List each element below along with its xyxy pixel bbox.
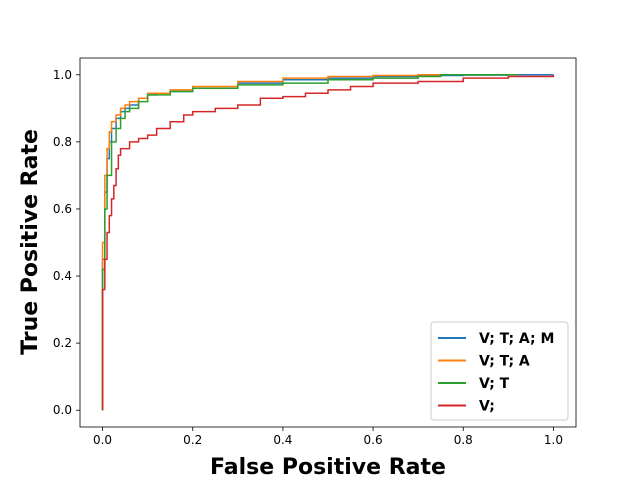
legend-box [430, 321, 569, 421]
y-tick-label: 0.2 [53, 336, 72, 350]
legend-label-3: V; T [479, 376, 510, 392]
series-lines [101, 74, 555, 411]
plot-frame [79, 57, 577, 428]
y-axis-label: True Positive Rate [18, 129, 43, 355]
y-tick-label: 0.0 [53, 403, 72, 417]
x-tick-label: 1.0 [544, 433, 563, 447]
legend: V; T; A; M V; T; A V; T V; [430, 321, 569, 421]
x-axis-ticks: 0.0 0.2 0.4 0.6 0.8 1.0 [93, 427, 563, 447]
x-tick-label: 0.6 [364, 433, 383, 447]
y-axis-ticks: 0.0 0.2 0.4 0.6 0.8 1.0 [53, 68, 80, 417]
x-tick-label: 0.0 [93, 433, 112, 447]
legend-label-1: V; T; A; M [479, 331, 554, 347]
legend-label-2: V; T; A [479, 354, 530, 370]
y-tick-label: 1.0 [53, 68, 72, 82]
y-tick-label: 0.4 [53, 269, 72, 283]
x-axis-label: False Positive Rate [210, 455, 446, 480]
series-line-3 [101, 74, 518, 411]
series-line-4 [101, 74, 555, 411]
legend-label-4: V; [479, 399, 495, 415]
y-tick-label: 0.8 [53, 135, 72, 149]
series-line-2 [101, 74, 518, 411]
x-tick-label: 0.4 [273, 433, 292, 447]
y-tick-label: 0.6 [53, 202, 72, 216]
x-tick-label: 0.2 [183, 433, 202, 447]
x-tick-label: 0.8 [454, 433, 473, 447]
